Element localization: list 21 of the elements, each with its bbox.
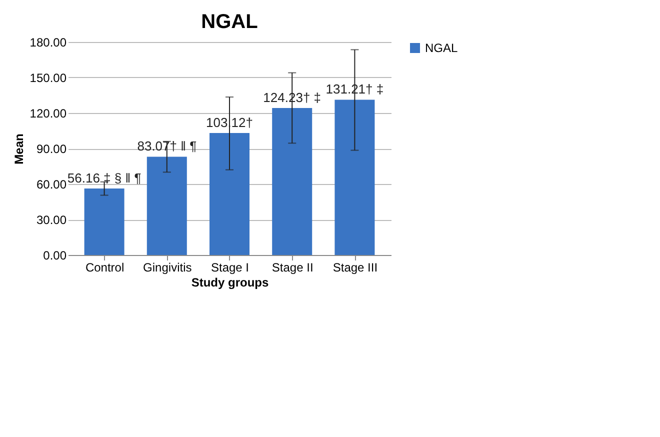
x-tick-label: Control [85,260,124,274]
y-tick-label: 30.00 [36,213,67,227]
x-tick-label: Stage I [210,260,250,274]
x-tick-label: Gingivitis [143,260,192,274]
y-tick-label: 180.00 [30,36,67,50]
y-tick-label: 90.00 [36,142,67,156]
bar [210,132,250,255]
y-tick-label: 150.00 [30,71,67,85]
x-tick-label: Stage III [332,260,378,274]
bar [334,100,375,255]
chart-title: NGAL [201,11,258,33]
bar [146,156,187,255]
y-tick-label: 120.00 [30,106,67,120]
y-tick-label: 0.00 [43,248,67,262]
x-axis-title: Study groups [191,276,269,290]
legend-label: NGAL [425,41,458,55]
x-tick-label: Stage II [272,260,314,274]
bar [84,188,124,255]
bar [272,108,312,255]
y-tick-label: 60.00 [36,178,67,192]
y-axis-title: Mean [12,134,26,164]
